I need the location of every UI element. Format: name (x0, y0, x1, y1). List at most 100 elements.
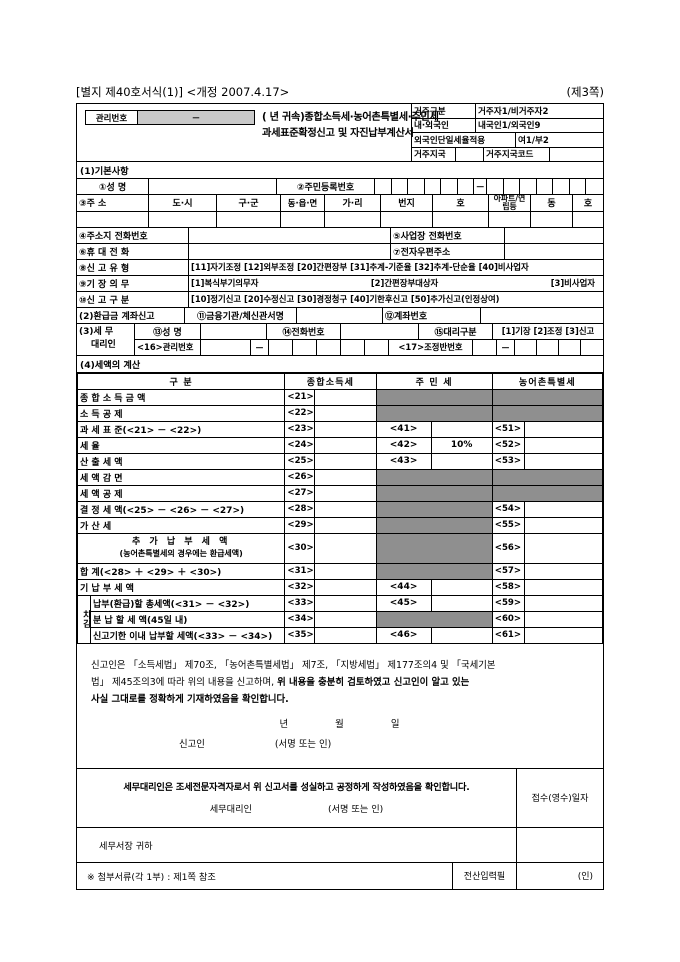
management-number-field[interactable]: 관리번호 － (85, 110, 255, 125)
adjustment-number-box[interactable] (581, 340, 603, 355)
management-number-value[interactable]: － (191, 113, 201, 124)
row-value-51[interactable] (523, 420, 604, 438)
mobile-input[interactable] (189, 243, 391, 259)
report-division-options[interactable]: [10]정기신고 [20]수정신고 [30]경정청구 [40]기한후신고 [50… (191, 294, 500, 305)
ssn-boxes[interactable]: － (375, 179, 603, 194)
bookkeeping-option-3[interactable]: [3]비사업자 (550, 278, 595, 289)
row-value-31[interactable] (314, 562, 377, 580)
row-value-32[interactable] (314, 578, 377, 596)
date-year-label[interactable]: 년 (279, 718, 290, 730)
ssn-box[interactable] (504, 179, 521, 194)
adjustment-number-box[interactable] (537, 339, 559, 355)
row-value-28[interactable] (314, 500, 377, 518)
residence-country-code-value[interactable] (550, 148, 603, 162)
agent-name-input[interactable] (201, 323, 267, 339)
row-value-29[interactable] (314, 516, 377, 534)
row-value-56[interactable] (523, 532, 604, 564)
home-phone-input[interactable] (189, 227, 391, 243)
date-month-label[interactable]: 월 (335, 718, 345, 730)
row-value-60[interactable] (523, 610, 604, 628)
row-value-59[interactable] (523, 594, 604, 612)
row-label-tax-reduction: 세 액 감 면 (76, 468, 286, 486)
ssn-box[interactable] (487, 179, 504, 194)
row-value-57[interactable] (523, 562, 604, 580)
adjustment-number-box[interactable] (515, 339, 537, 355)
name-input[interactable] (149, 179, 277, 194)
header-left: 관리번호 － ( 년 귀속)종합소득세·농어촌특별세·주민세 과세표준확정신고 … (77, 104, 439, 161)
address-input-unit[interactable] (573, 212, 603, 227)
ssn-box[interactable] (553, 179, 570, 194)
agent-signature-note[interactable]: (서명 또는 인) (327, 803, 384, 815)
row-value-61[interactable] (523, 626, 604, 644)
row-value-55[interactable] (523, 516, 604, 534)
row-value-24[interactable] (314, 436, 377, 454)
row-value-26[interactable] (314, 468, 377, 486)
residency-type-value[interactable]: 거주자1/비거주자2 (478, 106, 549, 117)
row-value-22[interactable] (314, 404, 377, 422)
agent-phone-input[interactable] (341, 323, 419, 339)
bank-name-input[interactable] (297, 307, 383, 323)
row-value-25[interactable] (314, 452, 377, 470)
adjustment-number-input[interactable] (473, 339, 497, 355)
account-number-input[interactable] (481, 308, 603, 323)
row-value-43[interactable] (430, 452, 493, 470)
ssn-box[interactable] (441, 179, 458, 194)
row-value-44[interactable] (430, 578, 493, 596)
biz-phone-input[interactable] (505, 228, 603, 243)
nationality-value[interactable]: 내국인1/외국인9 (478, 121, 541, 132)
adjustment-number-box[interactable] (559, 339, 581, 355)
agent-mgmt-box[interactable] (293, 339, 317, 355)
flat-rate-value[interactable]: 여1/부2 (518, 135, 549, 146)
row-value-30[interactable] (314, 532, 377, 564)
receipt-date-input[interactable] (517, 828, 603, 862)
agent-division-options[interactable]: [1]기장 [2]조정 [3]신고 (501, 326, 595, 337)
address-input-district[interactable] (217, 211, 281, 227)
row-value-53[interactable] (523, 452, 604, 470)
bookkeeping-option-2[interactable]: [2]간편장부대상자 (370, 278, 439, 289)
address-input-apartment[interactable] (489, 211, 531, 227)
agent-mgmt-input[interactable] (201, 339, 251, 355)
ssn-box[interactable] (375, 179, 392, 194)
email-input[interactable] (505, 244, 603, 259)
row-value-46[interactable] (430, 626, 493, 644)
ssn-box[interactable] (392, 179, 409, 194)
ssn-box[interactable] (586, 179, 603, 194)
row-value-45[interactable] (430, 594, 493, 612)
address-input-city[interactable] (149, 211, 217, 227)
row-value-52[interactable] (523, 436, 604, 454)
row-value-58[interactable] (523, 578, 604, 596)
date-day-label[interactable]: 일 (390, 718, 401, 730)
agent-mgmt-box[interactable] (341, 339, 365, 355)
residence-country-value[interactable] (456, 147, 484, 161)
address-input-beonji[interactable] (381, 211, 433, 227)
bookkeeping-option-1[interactable]: [1]복식부기의무자 (191, 278, 259, 289)
row-value-33[interactable] (314, 594, 377, 612)
address-input-ho[interactable] (433, 211, 489, 227)
row-value-34[interactable] (314, 610, 377, 628)
row-value-21[interactable] (314, 388, 377, 406)
row-code-25: <25> (284, 452, 316, 470)
row-value-23[interactable] (314, 420, 377, 438)
bookkeeping-options[interactable]: [1]복식부기의무자 [2]간편장부대상자 [3]비사업자 (189, 276, 603, 291)
row-code-41: <41> (375, 420, 432, 438)
ssn-box[interactable] (570, 179, 587, 194)
ssn-box[interactable] (520, 179, 537, 194)
row-value-54[interactable] (523, 500, 604, 518)
signer-signature-note[interactable]: (서명 또는 인) (274, 739, 332, 751)
ssn-box[interactable] (537, 179, 554, 194)
agent-mgmt-box[interactable] (317, 339, 341, 355)
row-value-27[interactable] (314, 484, 377, 502)
row-code-56: <56> (491, 532, 525, 564)
row-value-35[interactable] (314, 626, 377, 644)
agent-mgmt-box[interactable] (269, 339, 293, 355)
address-input-ga-ri[interactable] (325, 211, 381, 227)
report-type-options[interactable]: [11]자기조정 [12]외부조정 [20]간편장부 [31]추계-기준율 [3… (191, 262, 529, 273)
ssn-box[interactable] (458, 179, 475, 194)
address-input-town[interactable] (281, 211, 325, 227)
address-input-dong[interactable] (531, 211, 573, 227)
table-row: 소 득 공 제 <22> (76, 404, 604, 422)
row-value-41[interactable] (430, 420, 493, 438)
agent-mgmt-box[interactable] (365, 339, 389, 355)
ssn-box[interactable] (408, 179, 425, 194)
ssn-box[interactable] (425, 179, 442, 194)
